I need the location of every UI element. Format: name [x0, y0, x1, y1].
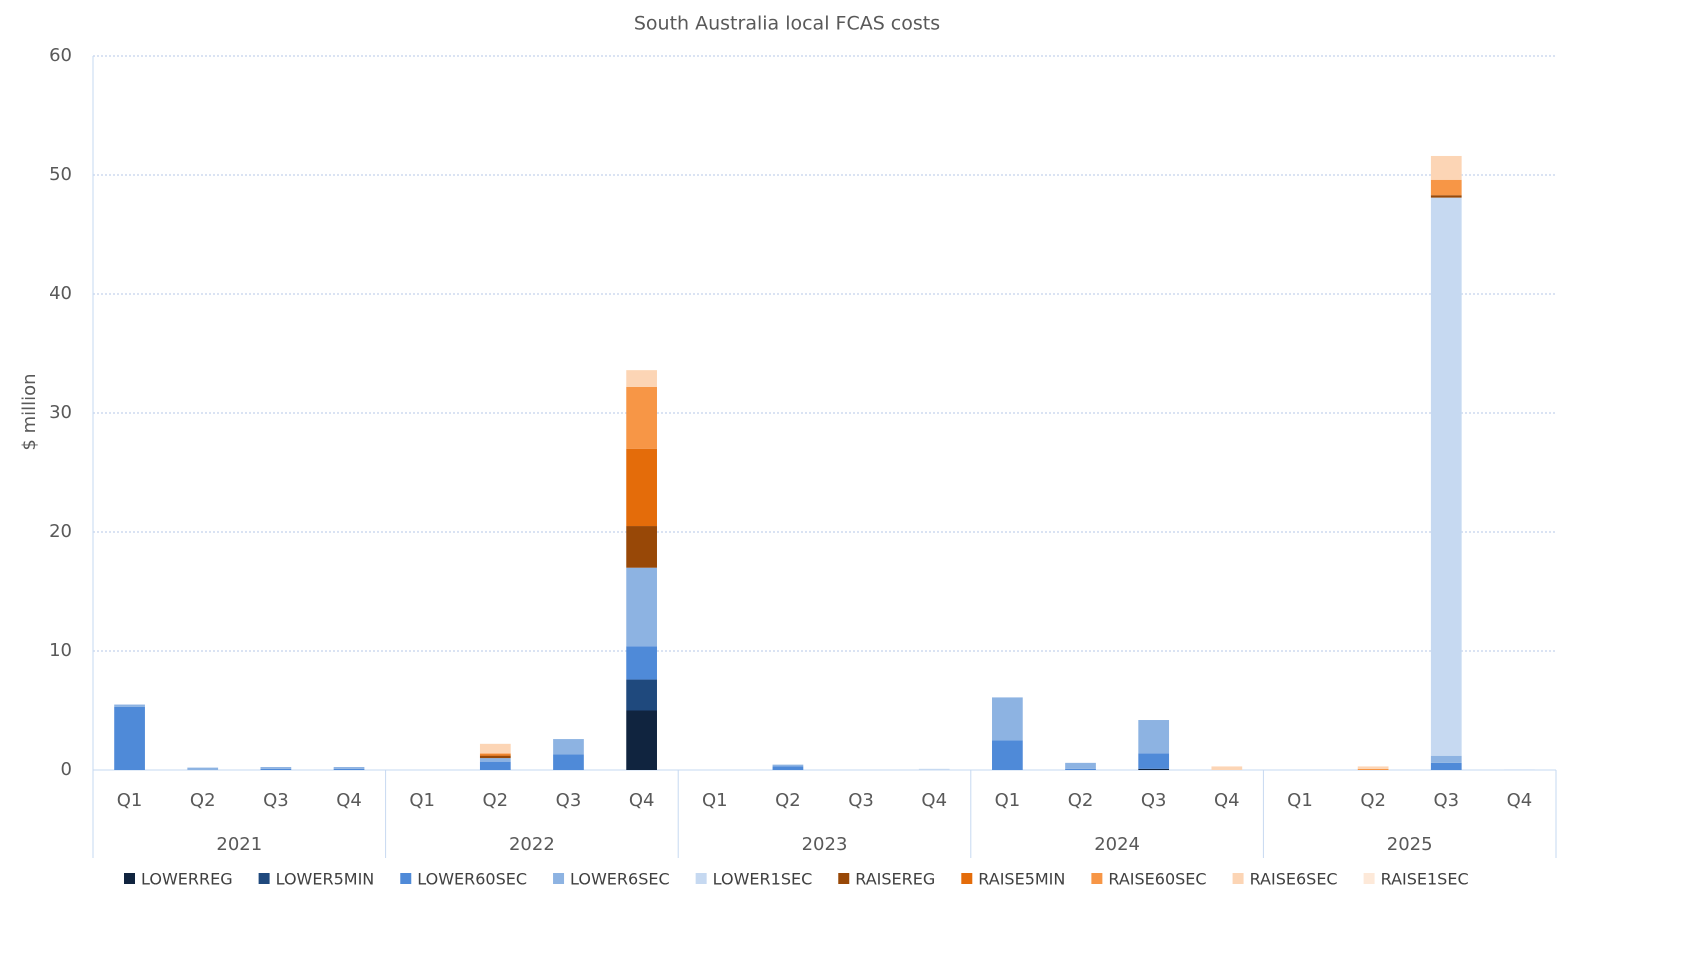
bar-segment [626, 386, 657, 449]
x-tick-label: Q3 [1433, 790, 1459, 811]
x-tick-label: Q1 [117, 790, 143, 811]
bar-segment [1211, 766, 1243, 770]
bar-segment [553, 739, 584, 755]
x-tick-label: Q3 [263, 790, 289, 811]
x-tick-label: Q1 [1287, 790, 1313, 811]
x-tick-label: Q2 [1360, 790, 1386, 811]
bar-segment [626, 567, 657, 647]
y-tick-label: 40 [49, 283, 72, 304]
y-tick-label: 10 [49, 640, 72, 661]
legend-text: RAISEREG [855, 870, 935, 889]
legend-swatch [695, 873, 707, 884]
bar-segment [114, 706, 145, 770]
bar-segment [1504, 769, 1535, 770]
x-tick-label: Q2 [775, 790, 801, 811]
legend-swatch [838, 873, 850, 884]
legend-text: RAISE5MIN [978, 870, 1065, 889]
bar-segment [1357, 768, 1389, 770]
legend-swatch [258, 873, 270, 884]
y-axis-label: $ million [19, 373, 40, 450]
bar-segment [260, 768, 292, 770]
x-group-label: 2022 [509, 834, 555, 855]
bar-segment [1138, 753, 1170, 769]
legend-swatch [1363, 873, 1375, 884]
x-tick-label: Q1 [409, 790, 435, 811]
x-tick-label: Q1 [995, 790, 1021, 811]
legend-swatch [553, 873, 565, 884]
x-tick-label: Q4 [336, 790, 362, 811]
bar-segment [626, 370, 657, 387]
x-tick-label: Q1 [702, 790, 728, 811]
bar-segment [1065, 762, 1096, 769]
x-tick-label: Q2 [190, 790, 216, 811]
y-tick-label: 0 [61, 759, 72, 780]
bar-segment [992, 697, 1023, 741]
bar-segment [479, 755, 511, 759]
bar-segment [626, 679, 657, 711]
bar-segment [260, 767, 292, 769]
legend-text: RAISE1SEC [1381, 870, 1469, 889]
x-tick-label: Q3 [848, 790, 874, 811]
bar-segment [1065, 768, 1096, 770]
bar-segment [918, 768, 950, 770]
x-tick-label: Q4 [1507, 790, 1533, 811]
bar-segment [479, 743, 511, 754]
bar-segment [187, 767, 219, 770]
x-group-label: 2021 [216, 834, 262, 855]
x-tick-label: Q2 [1068, 790, 1094, 811]
legend-swatch [400, 873, 412, 884]
legend-text: RAISE6SEC [1250, 870, 1338, 889]
bar-segment [1430, 762, 1462, 770]
bar-segment [479, 758, 511, 762]
legend-text: RAISE60SEC [1108, 870, 1206, 889]
bar-segment [1138, 720, 1170, 754]
bar-segment [1430, 179, 1462, 196]
x-tick-label: Q2 [483, 790, 509, 811]
y-tick-label: 30 [49, 402, 72, 423]
x-tick-label: Q3 [1141, 790, 1167, 811]
legend-text: LOWER5MIN [276, 870, 375, 889]
x-tick-label: Q4 [1214, 790, 1240, 811]
bar-segment [479, 754, 511, 756]
legend-text: LOWERREG [141, 870, 233, 889]
legend-text: LOWER1SEC [713, 870, 813, 889]
bar-segment [626, 526, 657, 568]
legend-text: LOWER6SEC [570, 870, 670, 889]
chart-title: South Australia local FCAS costs [634, 13, 940, 35]
y-tick-label: 60 [49, 45, 72, 66]
legend-swatch [124, 873, 135, 884]
x-group-label: 2023 [802, 834, 848, 855]
legend-text: LOWER60SEC [417, 870, 527, 889]
bar-segment [1430, 755, 1462, 763]
bar-segment [1430, 155, 1462, 180]
bar-segment [772, 764, 804, 767]
bar-segment [1430, 195, 1462, 198]
legend-swatch [1091, 873, 1103, 884]
bar-segment [1357, 766, 1389, 769]
x-tick-label: Q3 [556, 790, 582, 811]
bar-segment [333, 768, 365, 770]
bar-segment [479, 761, 511, 770]
x-tick-label: Q4 [629, 790, 655, 811]
bar-segment [626, 646, 657, 680]
y-tick-label: 50 [49, 164, 72, 185]
x-tick-label: Q4 [921, 790, 947, 811]
bar-segment [992, 740, 1023, 770]
y-tick-label: 20 [49, 521, 72, 542]
bar-segment [626, 710, 657, 770]
bar-segment [1430, 197, 1462, 756]
bar-segment [772, 766, 804, 770]
x-group-label: 2024 [1094, 834, 1140, 855]
legend-swatch [1232, 873, 1244, 884]
legend-swatch [961, 873, 973, 884]
bar-segment [333, 767, 365, 769]
x-group-label: 2025 [1387, 834, 1433, 855]
bar-segment [114, 704, 145, 707]
bar-segment [1138, 768, 1170, 770]
bar-segment [626, 448, 657, 527]
bar-segment [553, 754, 584, 770]
bar-segment [479, 753, 511, 755]
